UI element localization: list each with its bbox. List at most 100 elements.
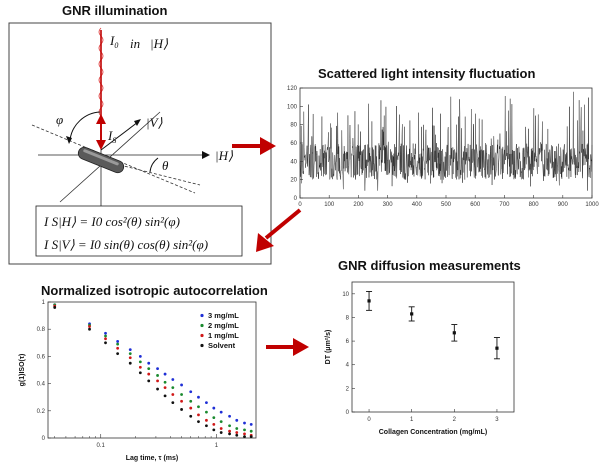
legend-label: 1 mg/mL [208, 331, 239, 340]
acf-point-0 [189, 390, 193, 394]
fluctuation-trace [299, 91, 593, 191]
acf-point-2 [197, 413, 200, 417]
legend-label: Solvent [208, 341, 236, 350]
x-tick-label: 400 [412, 202, 423, 208]
acf-point-2 [88, 325, 91, 328]
acf-point-3 [205, 424, 208, 428]
diffusion-title: GNR diffusion measurements [338, 258, 521, 273]
x-tick-label: 0 [367, 417, 371, 423]
acf-point-0 [235, 418, 239, 422]
h-ket-right-label: |H⟩ [215, 148, 233, 163]
acf-point-2 [104, 337, 107, 341]
diffusion-point [452, 331, 456, 335]
acf-point-2 [171, 393, 175, 396]
acf-point-2 [147, 372, 151, 376]
y-tick-label: 0.2 [37, 409, 46, 415]
is-label: IS [107, 128, 116, 145]
acf-point-1 [104, 334, 107, 338]
acf-point-2 [205, 418, 208, 422]
acf-point-0 [171, 378, 175, 381]
y-tick-label: 20 [290, 178, 297, 184]
acf-point-3 [171, 401, 175, 405]
acf-point-3 [197, 420, 200, 424]
acf-point-3 [138, 371, 142, 375]
x-axis-label: Collagen Concentration (mg/mL) [379, 429, 488, 436]
acf-point-1 [197, 405, 200, 409]
x-tick-label: 600 [470, 202, 481, 208]
equation-v: I S|V⟩ = I0 sin(θ) cos(θ) sin²(φ) [43, 237, 208, 252]
i0-label: I0 [109, 33, 118, 50]
x-tick-label: 800 [529, 202, 540, 208]
x-tick-label: 0.1 [97, 443, 106, 449]
arrow-to-diffusion-icon [266, 338, 309, 356]
legend-label: 3 mg/mL [208, 311, 239, 320]
y-tick-label: 0.8 [37, 327, 46, 333]
acf-point-0 [205, 401, 208, 405]
x-tick-label: 2 [453, 417, 457, 423]
x-tick-label: 3 [495, 417, 499, 423]
diagonal-dashed-line-3 [119, 164, 201, 186]
autocorrelation-plot-frame [47, 301, 257, 439]
legend-marker [200, 323, 204, 328]
y-axis-label: g(1)ISO(τ) [19, 354, 26, 387]
diffusion-point [410, 312, 414, 316]
diffusion-point [495, 346, 499, 350]
theta-label: θ [162, 158, 169, 173]
legend-marker [200, 313, 204, 318]
acf-point-2 [138, 365, 142, 369]
v-arrowhead-icon [134, 119, 141, 126]
x-tick-label: 100 [324, 202, 335, 208]
phi-arrowhead-icon [66, 136, 72, 144]
y-tick-label: 0 [346, 410, 350, 416]
acf-point-0 [156, 367, 159, 371]
in-label: in [130, 36, 140, 51]
fluctuation-chart: 0 100 200 300 400 500 600 700 800 900 1000 0 20 40 60 8… [287, 86, 599, 208]
acf-point-0 [116, 340, 120, 343]
acf-point-0 [219, 410, 223, 414]
fluctuation-title: Scattered light intensity fluctuation [318, 66, 536, 81]
acf-point-1 [235, 427, 239, 430]
acf-point-3 [128, 361, 132, 365]
acf-point-1 [138, 360, 142, 364]
acf-point-3 [249, 435, 253, 439]
acf-point-0 [180, 383, 183, 387]
acf-point-2 [219, 427, 223, 430]
acf-point-3 [156, 387, 159, 391]
acf-point-2 [156, 379, 159, 383]
acf-point-2 [243, 432, 246, 436]
acf-point-0 [138, 355, 142, 358]
acf-point-2 [128, 356, 132, 360]
acf-point-1 [116, 342, 120, 346]
legend-marker [200, 333, 204, 338]
acf-point-2 [189, 406, 193, 410]
scattered-arrowhead-icon [96, 114, 106, 124]
y-tick-label: 100 [287, 104, 298, 110]
acf-point-1 [163, 380, 167, 384]
arrow-to-autocorrelation-icon [256, 208, 302, 252]
diagonal-dashed-line-1 [31, 124, 196, 194]
x-tick-label: 1000 [585, 202, 599, 208]
y-axis-label: DT (μm²/s) [325, 330, 332, 365]
acf-point-0 [163, 372, 167, 376]
acf-point-1 [156, 374, 159, 377]
acf-point-3 [189, 414, 193, 418]
x-tick-label: 700 [499, 202, 510, 208]
y-tick-label: 0 [42, 436, 46, 442]
acf-point-1 [205, 410, 208, 414]
y-tick-label: 4 [346, 363, 350, 369]
equation-box [35, 205, 243, 257]
acf-point-0 [147, 361, 151, 365]
acf-point-3 [180, 408, 183, 411]
acf-point-1 [171, 386, 175, 390]
y-tick-label: 2 [346, 386, 350, 392]
acf-point-3 [147, 379, 151, 383]
acf-point-0 [243, 421, 246, 425]
equation-h: I S|H⟩ = I0 cos²(θ) sin²(φ) [43, 214, 180, 229]
acf-point-0 [249, 423, 253, 426]
v-ket-label: |V⟩ [146, 115, 163, 130]
acf-point-3 [219, 431, 223, 434]
y-tick-label: 8 [346, 315, 350, 321]
y-tick-label: 10 [342, 292, 349, 298]
acf-point-1 [128, 352, 132, 356]
